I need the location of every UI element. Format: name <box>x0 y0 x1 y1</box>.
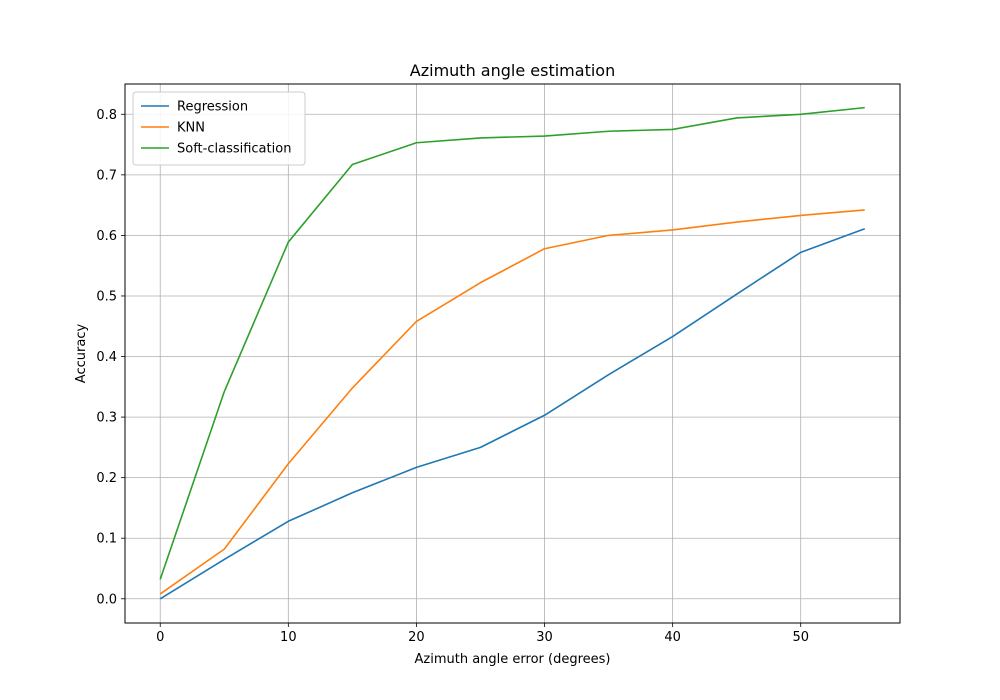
x-tick-label: 0 <box>156 630 164 645</box>
plot-lines <box>159 106 866 600</box>
series-line-regression <box>159 227 866 600</box>
x-tick-label: 30 <box>536 630 553 645</box>
legend-label: Regression <box>177 100 248 115</box>
y-tick-label: 0.2 <box>96 471 117 486</box>
x-tick-label: 40 <box>664 630 681 645</box>
y-tick-label: 0.0 <box>96 592 117 607</box>
legend-label: Soft-classification <box>177 142 291 157</box>
y-axis-title: Accuracy <box>74 324 89 384</box>
x-tick-label: 50 <box>792 630 809 645</box>
y-tick-label: 0.7 <box>96 168 117 183</box>
legend: Regression KNN Soft-classification <box>132 91 306 166</box>
y-tick-label: 0.6 <box>96 229 117 244</box>
series-line-knn <box>159 209 865 595</box>
legend-label: KNN <box>177 121 205 136</box>
series-line-soft-classification <box>159 106 865 580</box>
y-tick-label: 0.1 <box>96 532 117 547</box>
y-tick-label: 0.8 <box>96 108 117 123</box>
plot-area-frame <box>124 83 901 624</box>
y-tick-label: 0.4 <box>96 350 117 365</box>
axis-ticks: 0 10 20 30 40 50 0.0 0.1 0.2 0.3 0.4 0.5 0.6 0.7 0.8 <box>96 108 809 645</box>
x-tick-label: 10 <box>280 630 297 645</box>
y-tick-label: 0.5 <box>96 289 117 304</box>
legend-box <box>132 91 306 166</box>
y-tick-label: 0.3 <box>96 411 117 426</box>
grid-lines <box>125 84 900 623</box>
x-tick-label: 20 <box>408 630 425 645</box>
x-axis-title: Azimuth angle error (degrees) <box>415 652 611 667</box>
chart-title: Azimuth angle estimation <box>410 61 615 80</box>
